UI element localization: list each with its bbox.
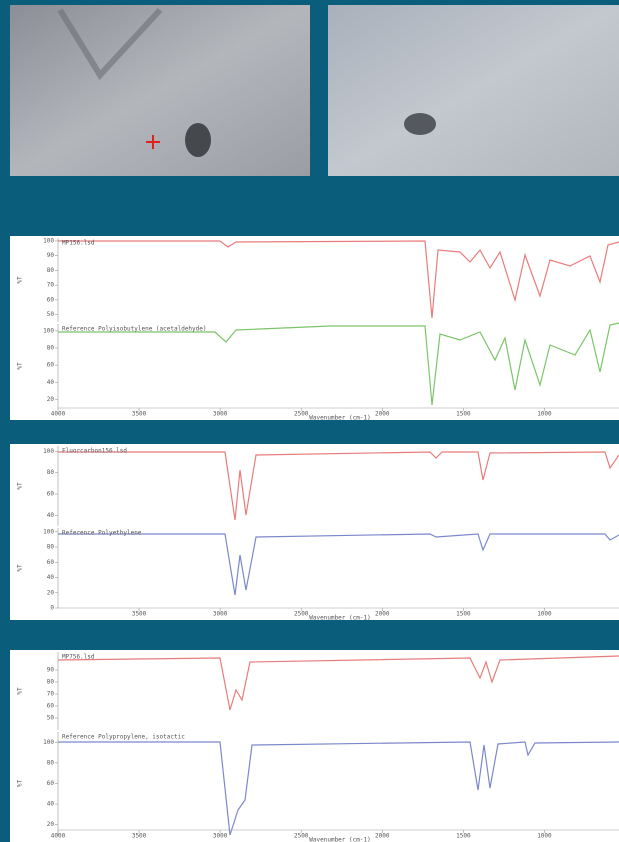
y-tick-label: 90 [47,252,55,259]
y-tick-label: 90 [47,667,55,674]
y-tick-label: 100 [43,528,54,535]
y-tick-label: 40 [47,512,55,519]
y-tick-label: 80 [47,759,55,766]
y-tick-label: 50 [47,715,55,722]
y-tick-label: 60 [47,559,55,566]
x-tick-label: 1000 [537,611,552,618]
y-tick-label: 20 [47,589,55,596]
y-tick-label: 80 [47,469,55,476]
y-tick-label: 80 [47,267,55,274]
y-tick-label: 80 [47,345,55,352]
y-tick-label: 0 [50,605,54,612]
y-tick-label: 100 [43,448,54,455]
x-axis-label: Wavenumber (cm-1) [309,415,370,422]
y-tick-label: 80 [47,679,55,686]
y-tick-label: 60 [47,780,55,787]
y-tick-label: 20 [47,396,55,403]
y-tick-label: 60 [47,296,55,303]
page: {"panels": [ {"xlabel": "Wavenumber (cm-… [0,0,619,842]
x-tick-label: 1000 [537,411,552,418]
y-tick-label: 70 [47,282,55,289]
spectrum-label: Reference Polyisobutylene (acetaldehyde) [62,326,207,333]
photo-left [10,5,310,176]
x-tick-label: 2000 [375,833,390,840]
y-tick-label: 100 [43,739,54,746]
spectrum-label: Fluorcarbon156.lsd [62,448,127,455]
x-tick-label: 3000 [213,833,228,840]
y-tick-label: 60 [47,703,55,710]
x-tick-label: 2500 [294,611,309,618]
y-tick-label: 20 [47,821,55,828]
y-tick-label: 60 [47,362,55,369]
y-axis-label: %T [17,276,24,284]
spectrum-label: Reference Polypropylene, isotactic [62,734,185,741]
y-tick-label: 40 [47,574,55,581]
panel-3 [10,650,619,842]
x-axis-label: Wavenumber (cm-1) [309,837,370,842]
x-tick-label: 3500 [132,833,147,840]
x-tick-label: 4000 [51,411,66,418]
y-tick-label: 100 [43,237,54,244]
spectrum-label: MP156.lsd [62,240,95,247]
x-tick-label: 2000 [375,411,390,418]
y-axis-label: %T [17,780,24,788]
screen: 4000350030002500200015001000Wavenumber (… [0,0,619,842]
y-axis-label: %T [17,687,24,695]
spectrum-label: MP756.lsd [62,654,95,661]
y-tick-label: 40 [47,379,55,386]
x-tick-label: 1500 [456,833,471,840]
x-tick-label: 3000 [213,611,228,618]
x-tick-label: 3500 [132,611,147,618]
x-tick-label: 2500 [294,411,309,418]
y-tick-label: 80 [47,544,55,551]
x-tick-label: 2500 [294,833,309,840]
x-tick-label: 3000 [213,411,228,418]
x-tick-label: 1500 [456,411,471,418]
y-axis-label: %T [17,564,24,572]
x-axis-label: Wavenumber (cm-1) [309,615,370,622]
x-tick-label: 3500 [132,411,147,418]
y-tick-label: 100 [43,327,54,334]
y-tick-label: 60 [47,491,55,498]
photo-right [328,5,619,176]
y-tick-label: 40 [47,801,55,808]
spectrum-label: Reference Polyethylene [62,530,142,537]
y-tick-label: 70 [47,691,55,698]
x-tick-label: 1000 [537,833,552,840]
y-tick-label: 50 [47,311,55,318]
x-tick-label: 2000 [375,611,390,618]
y-axis-label: %T [17,362,24,370]
x-tick-label: 1500 [456,611,471,618]
y-axis-label: %T [17,482,24,490]
